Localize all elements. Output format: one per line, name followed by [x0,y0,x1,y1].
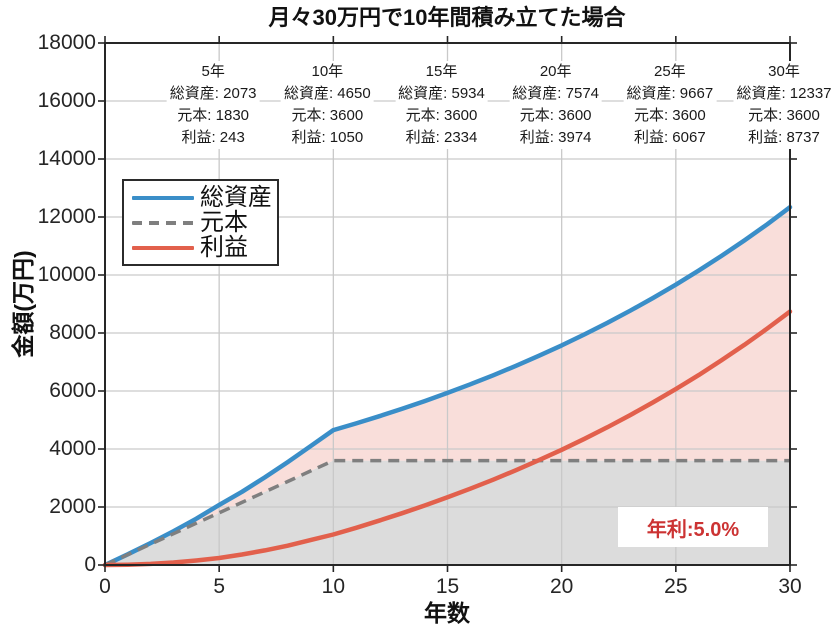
y-tick-label: 4000 [49,437,96,460]
annotation-line: 総資産: 5934 [398,85,485,102]
annotation-column: 5年総資産: 2073 元本: 1830 利益: 243 [166,61,260,149]
legend-label: 元本 [200,209,248,236]
chart-title: 月々30万円で10年間積み立てた場合 [268,5,626,30]
annotation-line: 元本: 3600 [519,107,592,124]
y-tick-label: 12000 [37,205,96,228]
legend-line-swatch-principal [132,220,194,225]
annotation-line: 10年 [311,63,344,80]
annotation-line: 元本: 3600 [633,107,706,124]
annotation-line: 30年 [768,63,800,80]
annotation-column: 25年総資産: 9667 元本: 3600 利益: 6067 [623,61,717,149]
annotation-line: 利益: 3974 [519,129,592,146]
series-line-principal [104,458,790,567]
annotation-line: 元本: 3600 [405,107,478,124]
annotation-line: 総資産: 4650 [283,85,371,102]
y-tick-label: 10000 [37,263,96,286]
legend-line-swatch-profit [132,245,194,250]
annotation-line: 15年 [425,63,458,80]
annotation-line: 利益: 8737 [748,129,820,146]
x-tick-label: 30 [778,575,802,598]
annotation-line: 総資産: 2073 [169,85,257,102]
legend: 総資産 元本 利益 [122,179,279,266]
annotation-line: 利益: 243 [181,129,245,146]
annotation-line: 利益: 2334 [405,129,478,146]
y-tick-label: 0 [84,553,96,576]
annotation-line: 元本: 3600 [748,107,820,124]
x-tick-label: 5 [213,575,225,598]
y-tick-label: 2000 [49,495,96,518]
annotation-column: 20年総資産: 7574 元本: 3600 利益: 3974 [509,61,603,149]
y-tick-label: 8000 [49,321,96,344]
annotation-line: 総資産: 12337 [736,85,832,102]
legend-row: 元本 [132,210,271,235]
annotation-line: 5年 [201,63,225,80]
legend-row: 利益 [132,235,271,260]
annotation-line: 利益: 6067 [633,129,706,146]
x-tick-label: 0 [99,575,111,598]
annotation-column: 30年総資産: 12337 元本: 3600 利益: 8737 [733,61,835,149]
annotation-line: 20年 [539,63,572,80]
annotation-line: 25年 [653,63,686,80]
area-fill-profit [105,207,790,565]
annotation-line: 元本: 1830 [177,107,250,124]
annotation-column: 15年総資産: 5934 元本: 3600 利益: 2334 [395,61,488,149]
annotation-line: 総資産: 9667 [626,85,714,102]
annotation-line: 元本: 3600 [291,107,364,124]
legend-row: 総資産 [132,184,272,211]
y-tick-label: 6000 [49,379,96,402]
series-line-assets [102,204,793,568]
y-tick-label: 16000 [37,89,96,112]
series-line-profit [102,309,793,568]
annotation-column: 10年総資産: 4650 元本: 3600 利益: 1050 [280,61,374,149]
x-tick-label: 25 [664,575,688,598]
annotation-line: 総資産: 7574 [512,85,600,102]
annotation-line: 利益: 1050 [291,129,364,146]
x-tick-label: 10 [321,575,345,598]
x-tick-label: 15 [435,575,460,598]
x-axis-label: 年数 [424,600,470,626]
y-tick-label: 14000 [37,147,96,170]
legend-label: 利益 [200,234,248,261]
annual-rate-note: 年利:5.0% [618,507,768,547]
legend-label: 総資産 [200,184,272,211]
x-tick-label: 20 [549,575,574,598]
y-tick-label: 18000 [37,31,96,54]
legend-line-swatch-assets [132,195,194,200]
